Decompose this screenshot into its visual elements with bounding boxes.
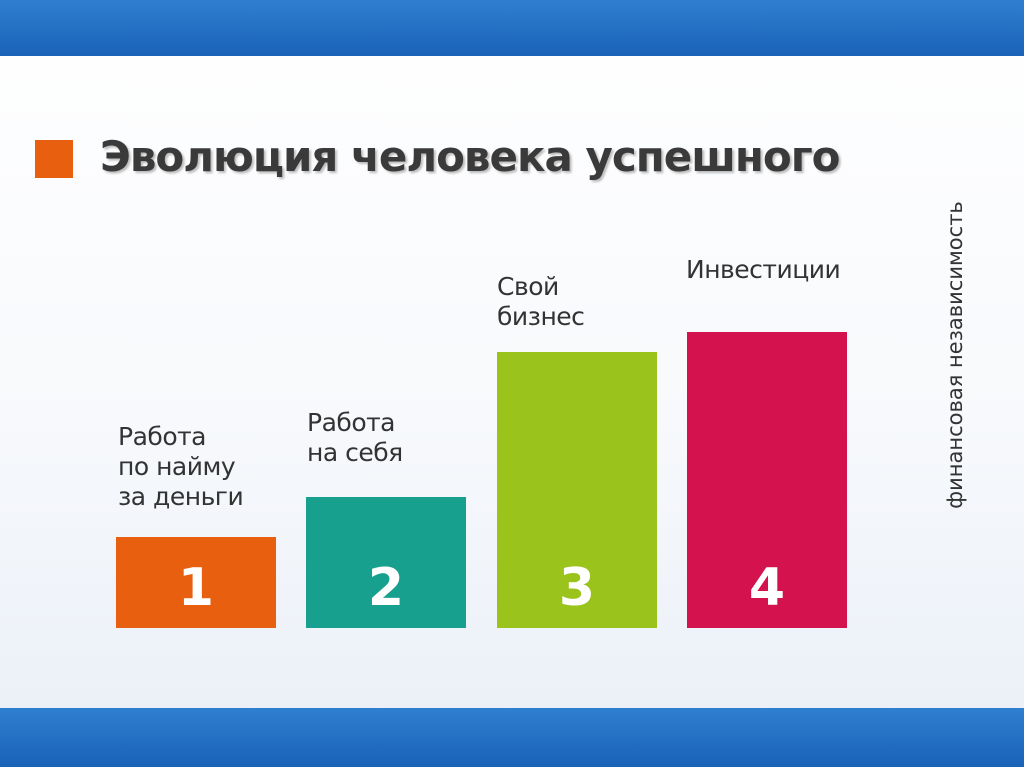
step-label: Работа по найму за деньги bbox=[118, 422, 244, 512]
step-label-line: бизнес bbox=[497, 302, 585, 331]
step-bar: 2 bbox=[306, 497, 466, 628]
step-label-line: по найму bbox=[118, 452, 236, 481]
step-label-line: Работа bbox=[118, 422, 207, 451]
step-label: Работа на себя bbox=[307, 408, 403, 468]
step-label: Инвестиции bbox=[686, 255, 841, 285]
step-number: 3 bbox=[558, 558, 596, 618]
side-note: финансовая независимость bbox=[943, 201, 967, 509]
step-number: 4 bbox=[748, 558, 786, 618]
footer-band bbox=[0, 708, 1024, 767]
step-label: Свой бизнес bbox=[497, 272, 585, 332]
step-number: 2 bbox=[367, 558, 405, 618]
step-label-line: Работа bbox=[307, 408, 395, 437]
step-bar: 4 bbox=[687, 332, 847, 628]
step-bar: 1 bbox=[116, 537, 276, 628]
step-bar: 3 bbox=[497, 352, 657, 628]
step-label-line: за деньги bbox=[118, 482, 244, 511]
step-label-line: Свой bbox=[497, 272, 559, 301]
title-bullet bbox=[35, 140, 73, 178]
slide-title: Эволюция человека успешного bbox=[100, 132, 841, 181]
step-label-line: на себя bbox=[307, 438, 403, 467]
step-label-line: Инвестиции bbox=[686, 255, 841, 284]
step-number: 1 bbox=[177, 558, 215, 618]
header-band bbox=[0, 0, 1024, 56]
